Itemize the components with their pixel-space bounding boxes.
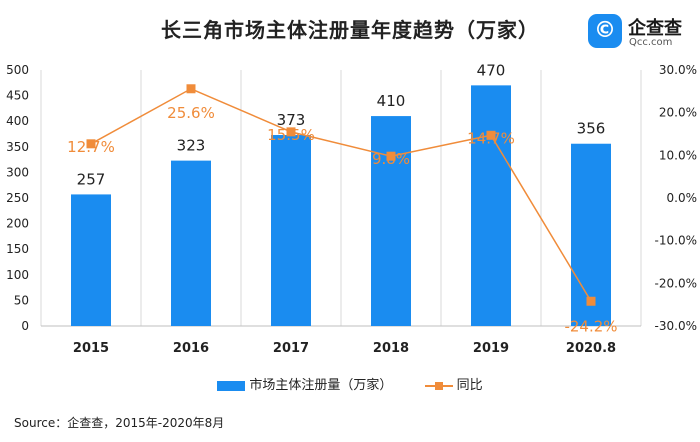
line-series — [86, 84, 596, 306]
legend-swatch-bar — [217, 380, 246, 391]
yoy-line — [90, 87, 592, 302]
yoy-value-label: 12.7% — [67, 138, 115, 156]
yoy-marker — [386, 151, 396, 161]
bar — [71, 194, 111, 326]
x-tick-label: 2017 — [273, 341, 309, 356]
y-right-tick-label: 20.0% — [659, 106, 697, 120]
y-left-tick-label: 50 — [14, 293, 29, 307]
y-right-tick-label: -30.0% — [655, 319, 697, 333]
x-tick-label: 2019 — [473, 341, 509, 356]
yoy-marker — [286, 127, 296, 137]
qcc-logo-icon: © — [588, 14, 622, 48]
legend-item-bar: 市场主体注册量（万家） — [217, 374, 392, 393]
data-labels: 257 323 373 410 470 356 12.7% 25.6% 15.5% 9.8% 14.… — [67, 61, 617, 335]
y-right-tick-label: 0.0% — [667, 191, 698, 205]
legend-item-line: 同比 — [424, 374, 483, 393]
qcc-logo-name: 企查查 — [628, 18, 682, 39]
chart-title: 长三角市场主体注册量年度趋势（万家） — [161, 18, 539, 42]
y-left-tick-label: 350 — [6, 140, 29, 154]
qcc-logo-domain: Qcc.com — [629, 37, 673, 48]
x-tick-label: 2016 — [173, 341, 209, 356]
x-tick-label: 2018 — [373, 341, 409, 356]
bar — [371, 116, 411, 326]
bar-value-label: 323 — [177, 137, 206, 155]
y-left-tick-label: 0 — [21, 319, 29, 333]
chart-canvas: 0 50 100 150 200 250 300 350 400 450 500 -30.0% -20.… — [6, 61, 697, 356]
yoy-value-label: 25.6% — [167, 104, 215, 122]
grid-lines — [40, 70, 642, 326]
y-left-tick-label: 400 — [6, 114, 29, 128]
y-right-tick-label: 30.0% — [659, 63, 697, 77]
yoy-marker — [186, 84, 196, 94]
bar-value-label: 373 — [277, 111, 306, 129]
bar — [471, 85, 511, 326]
legend: 市场主体注册量（万家） 同比 — [0, 374, 700, 393]
bar — [271, 135, 311, 326]
source-note: Source：企查查，2015年-2020年8月 — [14, 416, 225, 430]
legend-label-line: 同比 — [456, 378, 483, 393]
bar-value-label: 257 — [77, 170, 106, 188]
y-right-tick-label: -20.0% — [655, 276, 697, 290]
yoy-value-label: 9.8% — [372, 150, 410, 168]
bar — [571, 143, 611, 326]
y-left-tick-label: 150 — [6, 242, 29, 256]
y-left-tick-label: 300 — [6, 165, 29, 179]
y-left-tick-label: 100 — [6, 268, 29, 282]
bar-value-label: 356 — [577, 120, 606, 138]
bar-value-label: 470 — [477, 61, 506, 79]
yoy-marker — [486, 130, 496, 140]
y-left-tick-label: 250 — [6, 191, 29, 205]
x-tick-label: 2020.8 — [566, 341, 616, 356]
bar-series — [71, 85, 611, 326]
qcc-logo: © 企查查 Qcc.com — [588, 14, 698, 50]
yoy-value-label: 14.7% — [467, 129, 515, 147]
legend-swatch-line — [424, 381, 453, 391]
yoy-marker — [586, 296, 596, 306]
bar — [171, 160, 211, 326]
bar-value-label: 410 — [377, 92, 406, 110]
yoy-value-label: -24.2% — [564, 317, 617, 335]
x-tick-label: 2015 — [73, 341, 109, 356]
y-right-tick-label: -10.0% — [655, 234, 697, 248]
axes: 0 50 100 150 200 250 300 350 400 450 500 -30.0% -20.… — [6, 63, 697, 356]
legend-label-bar: 市场主体注册量（万家） — [249, 378, 393, 393]
yoy-value-label: 15.5% — [267, 126, 315, 144]
y-left-tick-label: 450 — [6, 89, 29, 103]
yoy-marker — [86, 139, 96, 149]
y-left-tick-label: 200 — [6, 217, 29, 231]
y-left-tick-label: 500 — [6, 63, 29, 77]
y-right-tick-label: 10.0% — [659, 148, 697, 162]
